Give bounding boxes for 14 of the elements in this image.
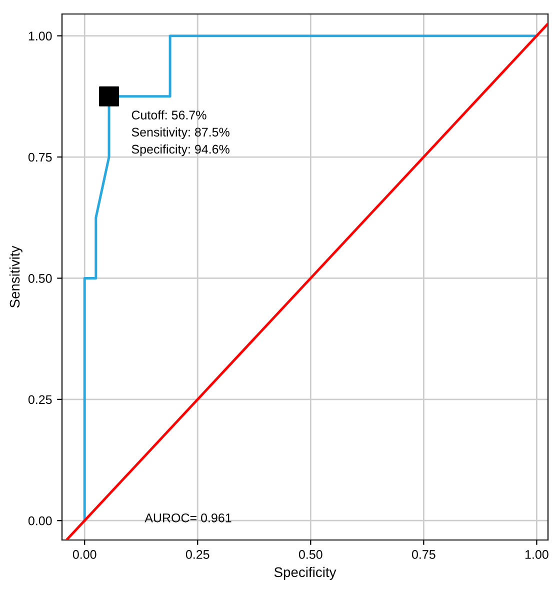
x-tick-label: 0.25 — [186, 550, 210, 559]
x-tick-label: 1.00 — [525, 550, 548, 559]
x-axis-title: Specificity — [274, 566, 336, 580]
x-tick-label: 0.00 — [72, 550, 96, 559]
y-tick-label: 0.25 — [28, 395, 52, 404]
y-tick-label: 0.50 — [28, 274, 52, 283]
annotation: AUROC= 0.961 — [144, 513, 232, 522]
y-tick-label: 1.00 — [28, 32, 52, 40]
annotation: Cutoff: 56.7% Sensitivity: 87.5% Specificity: 94.6% — [132, 110, 230, 156]
y-axis-title: Sensitivity — [9, 246, 22, 308]
x-tick-label: 0.50 — [298, 550, 322, 559]
y-tick-label: 0.75 — [28, 152, 52, 162]
x-tick-label: 0.75 — [412, 550, 436, 559]
y-tick-label: 0.00 — [28, 516, 52, 526]
